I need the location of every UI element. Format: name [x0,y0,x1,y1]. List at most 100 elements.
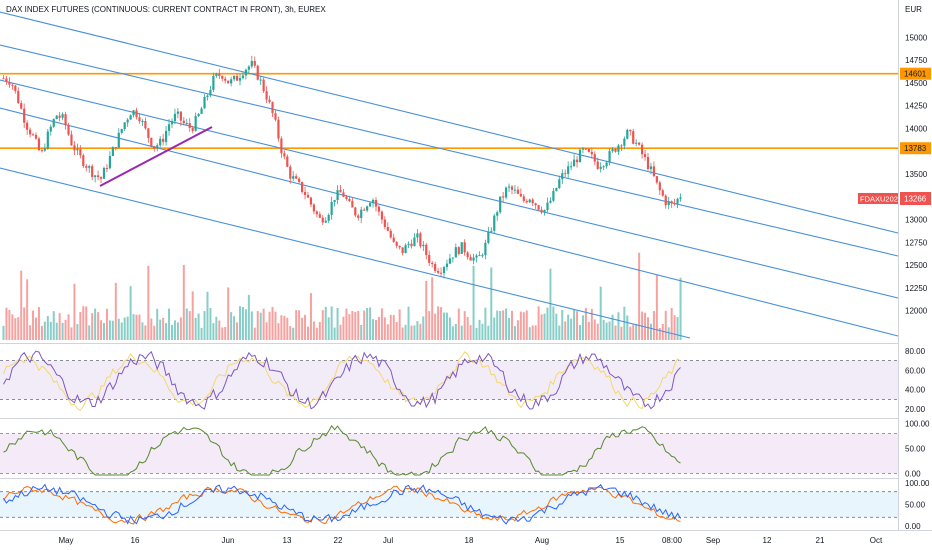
candle-body-44 [132,110,135,116]
level-tag-0: 14601 [904,70,927,79]
volume-bar-227 [673,315,676,340]
volume-bar-160 [475,327,478,340]
channel-line-1[interactable] [0,11,899,234]
volume-bar-121 [360,325,363,340]
volume-bar-84 [250,311,253,340]
volume-bar-203 [602,319,605,340]
volume-bar-115 [342,316,345,340]
ind-tick-2-1: 50.00 [905,501,926,510]
volume-bar-193 [573,309,576,340]
volume-bar-164 [487,325,490,340]
rsi-signal-line [3,351,681,411]
channel-line-2[interactable] [0,44,899,257]
candle-body-139 [413,237,416,247]
candle-body-74 [221,76,224,79]
candle-body-177 [525,200,528,203]
channel-line-4[interactable] [0,107,899,337]
time-tick-9: 08:00 [662,536,683,545]
candle-body-11 [34,134,38,139]
candle-body-190 [564,173,567,175]
volume-bar-156 [463,311,466,340]
volume-bar-189 [561,310,564,340]
volume-bar-219 [649,323,652,340]
volume-bar-154 [457,308,460,340]
candle-body-24 [73,145,76,151]
candle-body-3 [11,84,14,86]
channel-line-3[interactable] [0,79,899,299]
candle-body-215 [638,142,641,145]
candle-body-46 [138,117,141,122]
volume-bar-31 [94,308,97,340]
price-tick-12: 12000 [905,307,928,316]
volume-bar-41 [123,317,126,340]
candle-body-28 [85,166,88,168]
candle-body-223 [661,190,664,196]
volume-bar-46 [138,314,141,340]
volume-bar-35 [105,308,108,340]
volume-bar-15 [46,316,49,340]
candle-body-73 [218,73,221,77]
candle-body-89 [265,91,268,100]
candle-body-163 [484,242,487,256]
candle-body-123 [366,206,369,211]
volume-bar-190 [564,321,567,340]
volume-bar-94 [280,315,283,340]
volume-bar-176 [522,312,525,340]
candle-body-99 [295,176,298,179]
candle-body-209 [620,145,623,147]
price-axis[interactable]: EUR 150001475014500142501400013750135001… [858,5,931,531]
volume-bar-139 [413,325,416,340]
candle-body-183 [543,209,546,213]
volume-bar-81 [241,307,244,340]
volume-bar-67 [200,327,203,340]
volume-bar-185 [549,268,552,340]
candle-body-21 [64,114,67,126]
volume-bar-171 [508,317,511,340]
candle-body-76 [227,80,230,84]
candle-body-118 [351,201,354,208]
volume-bar-148 [440,307,443,340]
candle-body-84 [250,60,253,67]
candle-body-95 [283,153,286,157]
volume-bar-184 [546,307,549,340]
support-trend-line[interactable] [99,126,213,187]
channel-lines [0,11,899,339]
volume-bar-42 [126,316,129,340]
volume-bar-179 [531,325,534,340]
volume-bar-109 [324,306,327,340]
candle-body-6 [20,103,23,109]
volume-bar-128 [380,308,383,340]
time-axis[interactable]: May 16 Jun 13 22 Jul 18 Aug 15 08:00 Sep 12 21 Oct [58,536,883,545]
candle-body-145 [431,262,434,265]
band-0 [0,360,898,400]
candle-body-229 [679,197,682,199]
channel-line-5[interactable] [0,167,691,339]
volume-bar-55 [165,323,168,340]
volume-bar-201 [596,323,599,340]
volume-bar-214 [635,323,638,340]
candle-body-77 [230,79,233,84]
volume-bar-205 [608,321,611,340]
volume-bar-29 [88,325,91,340]
candle-body-204 [605,162,608,167]
candle-body-31 [94,175,97,178]
volume-bar-25 [76,324,79,340]
candle-body-169 [502,196,505,198]
volume-bar-53 [159,319,162,340]
candle-body-20 [61,114,64,118]
candle-body-112 [333,200,336,202]
candle-body-98 [292,176,295,179]
candle-body-164 [487,231,490,243]
volume-bar-80 [239,306,241,340]
candle-body-172 [510,186,514,190]
volume-bar-27 [82,306,85,340]
volume-bar-6 [20,270,23,340]
candle-body-111 [330,201,333,215]
candle-body-71 [212,75,215,90]
oscillator-line [3,424,681,476]
volume-bar-175 [519,311,522,340]
candle-body-126 [374,199,378,207]
volume-bar-14 [43,321,46,340]
candle-body-0 [2,78,5,80]
candle-body-166 [493,215,496,231]
